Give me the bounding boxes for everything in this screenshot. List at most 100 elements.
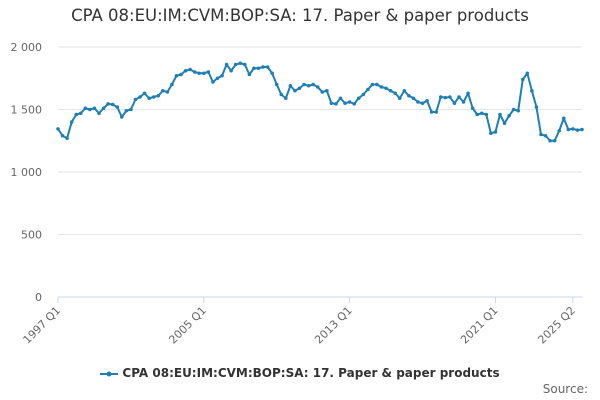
data-point[interactable] xyxy=(151,95,156,99)
data-point[interactable] xyxy=(220,73,224,78)
data-point[interactable] xyxy=(215,76,220,81)
data-point[interactable] xyxy=(202,71,206,76)
data-point[interactable] xyxy=(343,101,347,106)
data-point[interactable] xyxy=(334,102,338,106)
data-point[interactable] xyxy=(361,92,366,97)
data-point[interactable] xyxy=(425,98,429,103)
data-point[interactable] xyxy=(311,82,315,87)
data-point[interactable] xyxy=(420,101,425,106)
data-point[interactable] xyxy=(507,113,511,118)
data-point[interactable] xyxy=(502,121,507,126)
data-point[interactable] xyxy=(224,62,229,67)
data-point[interactable] xyxy=(74,112,79,117)
data-point[interactable] xyxy=(356,96,361,101)
data-point[interactable] xyxy=(366,87,370,92)
data-point[interactable] xyxy=(347,100,352,104)
data-point[interactable] xyxy=(293,88,297,93)
data-point[interactable] xyxy=(397,96,402,101)
data-point[interactable] xyxy=(97,111,101,116)
data-point[interactable] xyxy=(416,100,420,104)
data-point[interactable] xyxy=(543,133,548,138)
data-point[interactable] xyxy=(370,82,375,87)
data-point[interactable] xyxy=(571,127,575,131)
data-point[interactable] xyxy=(466,91,470,96)
data-point[interactable] xyxy=(129,107,133,112)
data-point[interactable] xyxy=(575,128,580,132)
data-point[interactable] xyxy=(197,71,202,76)
data-point[interactable] xyxy=(288,83,293,88)
data-point[interactable] xyxy=(274,82,279,87)
data-point[interactable] xyxy=(434,110,438,114)
data-point[interactable] xyxy=(484,112,489,117)
data-point[interactable] xyxy=(297,86,302,91)
data-point[interactable] xyxy=(516,108,521,113)
data-point[interactable] xyxy=(183,68,188,73)
data-point[interactable] xyxy=(411,96,416,101)
data-point[interactable] xyxy=(489,131,493,136)
data-point[interactable] xyxy=(78,111,83,116)
data-point[interactable] xyxy=(252,66,256,71)
data-point[interactable] xyxy=(379,85,384,89)
data-point[interactable] xyxy=(69,120,74,124)
data-point[interactable] xyxy=(580,127,584,132)
data-point[interactable] xyxy=(60,133,65,138)
data-point[interactable] xyxy=(315,85,320,89)
data-point[interactable] xyxy=(552,138,557,143)
data-point[interactable] xyxy=(206,70,211,74)
data-point[interactable] xyxy=(511,107,516,112)
data-point[interactable] xyxy=(475,112,480,117)
data-point[interactable] xyxy=(561,116,566,121)
data-point[interactable] xyxy=(534,105,539,109)
data-point[interactable] xyxy=(566,127,571,132)
data-point[interactable] xyxy=(188,67,192,72)
data-point[interactable] xyxy=(133,97,138,102)
data-point[interactable] xyxy=(329,101,334,106)
data-point[interactable] xyxy=(452,101,457,106)
data-point[interactable] xyxy=(261,65,265,69)
data-point[interactable] xyxy=(306,83,311,88)
data-point[interactable] xyxy=(479,111,484,116)
data-point[interactable] xyxy=(402,88,407,93)
data-point[interactable] xyxy=(525,71,530,76)
data-point[interactable] xyxy=(461,100,466,104)
data-point[interactable] xyxy=(83,106,88,111)
data-point[interactable] xyxy=(170,82,174,87)
data-point[interactable] xyxy=(179,72,183,77)
data-point[interactable] xyxy=(192,70,197,74)
data-point[interactable] xyxy=(320,90,325,94)
data-point[interactable] xyxy=(229,68,233,73)
data-point[interactable] xyxy=(539,132,543,137)
data-point[interactable] xyxy=(388,88,393,93)
data-point[interactable] xyxy=(110,102,115,107)
data-point[interactable] xyxy=(119,115,124,119)
data-point[interactable] xyxy=(101,106,106,111)
data-point[interactable] xyxy=(352,102,356,106)
data-point[interactable] xyxy=(138,95,142,99)
data-point[interactable] xyxy=(56,127,60,131)
data-point[interactable] xyxy=(147,96,151,101)
data-point[interactable] xyxy=(338,96,343,101)
data-point[interactable] xyxy=(407,93,411,98)
data-point[interactable] xyxy=(124,108,129,113)
data-point[interactable] xyxy=(493,130,498,134)
data-point[interactable] xyxy=(115,105,120,109)
data-point[interactable] xyxy=(233,62,238,67)
data-point[interactable] xyxy=(520,77,525,82)
data-point[interactable] xyxy=(211,80,215,84)
data-point[interactable] xyxy=(65,136,69,141)
data-point[interactable] xyxy=(161,88,165,93)
data-point[interactable] xyxy=(106,102,110,106)
data-point[interactable] xyxy=(443,95,448,100)
data-point[interactable] xyxy=(270,71,274,76)
data-point[interactable] xyxy=(256,66,261,71)
data-point[interactable] xyxy=(375,82,379,87)
data-point[interactable] xyxy=(438,95,443,99)
data-point[interactable] xyxy=(165,90,170,94)
data-point[interactable] xyxy=(284,96,288,101)
data-point[interactable] xyxy=(92,106,97,111)
data-point[interactable] xyxy=(279,92,284,97)
data-point[interactable] xyxy=(325,88,329,93)
data-point[interactable] xyxy=(557,128,562,133)
data-point[interactable] xyxy=(457,95,461,99)
data-point[interactable] xyxy=(142,91,147,96)
